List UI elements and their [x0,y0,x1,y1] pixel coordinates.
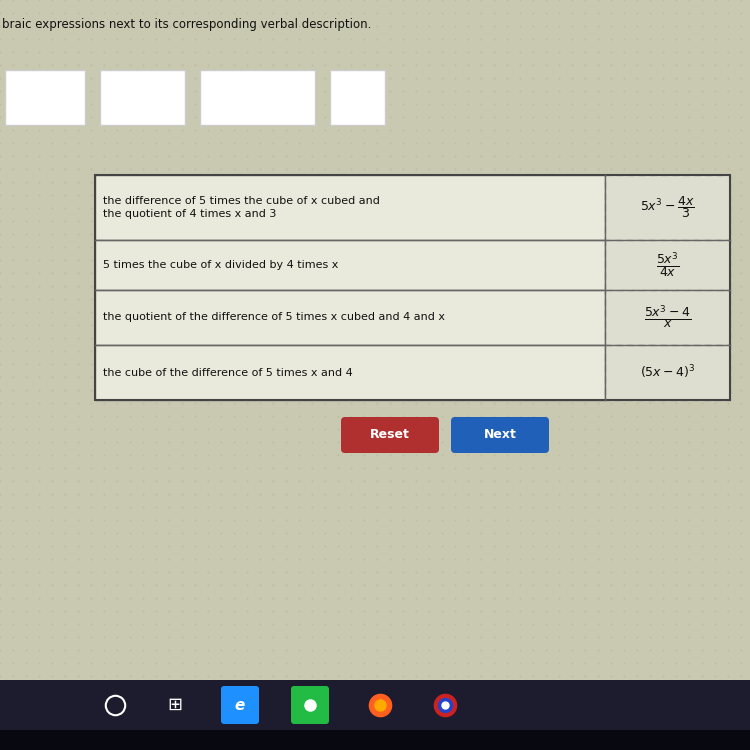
Bar [95,175,605,240]
Text: $5x^3 - \dfrac{4x}{3}$: $5x^3 - \dfrac{4x}{3}$ [640,194,694,220]
FancyBboxPatch shape [451,417,549,453]
Text: $\dfrac{5x^3 - 4}{x}$: $\dfrac{5x^3 - 4}{x}$ [644,304,691,332]
FancyBboxPatch shape [341,417,439,453]
Text: the difference of 5 times the cube of x cubed and
the quotient of 4 times x and : the difference of 5 times the cube of x … [103,196,380,219]
Text: e: e [235,698,245,712]
Text: Reset: Reset [370,428,410,442]
Text: Next: Next [484,428,517,442]
Bar [605,290,730,345]
Text: 5 times the cube of x divided by 4 times x: 5 times the cube of x divided by 4 times… [103,260,338,270]
Text: the quotient of the difference of 5 times x cubed and 4 and x: the quotient of the difference of 5 time… [103,313,445,322]
Text: $\dfrac{5x^3}{4x}$: $\dfrac{5x^3}{4x}$ [656,251,680,280]
FancyBboxPatch shape [221,686,259,724]
Bar [95,290,605,345]
Bar [605,240,730,290]
Bar [95,175,730,400]
FancyBboxPatch shape [291,686,329,724]
Text: $(5x - 4)^3$: $(5x - 4)^3$ [640,364,695,381]
Bar [95,240,605,290]
Bar [200,70,315,125]
Text: ⊞: ⊞ [167,696,182,714]
Bar [605,175,730,240]
Bar [100,70,185,125]
Bar [95,345,605,400]
Text: the cube of the difference of 5 times x and 4: the cube of the difference of 5 times x … [103,368,352,377]
Bar [0,680,750,750]
Bar [330,70,385,125]
Text: braic expressions next to its corresponding verbal description.: braic expressions next to its correspond… [2,18,371,31]
Bar [0,730,750,750]
Bar [605,345,730,400]
Bar [5,70,85,125]
